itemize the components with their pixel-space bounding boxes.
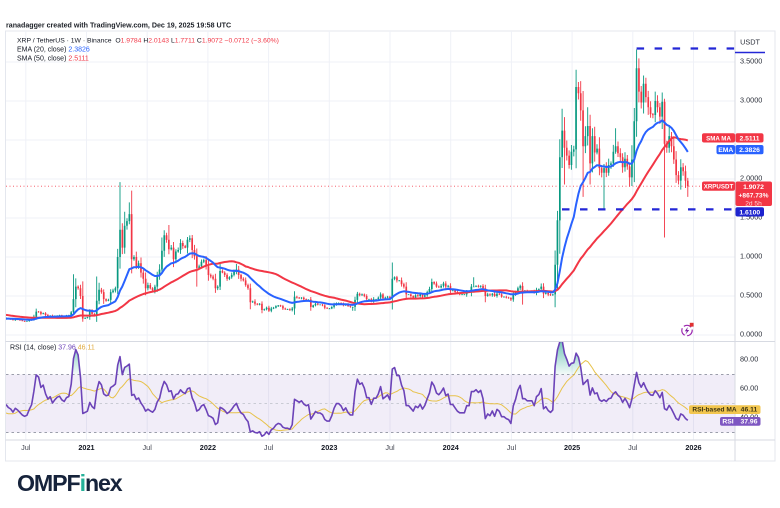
svg-text:Jul: Jul [143, 443, 153, 452]
svg-text:SMA (50, close) 2.5111: SMA (50, close) 2.5111 [17, 56, 89, 63]
svg-text:EMA: EMA [718, 147, 733, 154]
svg-text:RSI: RSI [722, 418, 733, 425]
svg-text:2.3826: 2.3826 [739, 147, 760, 154]
svg-text:37.96: 37.96 [740, 418, 757, 425]
svg-text:1.6100: 1.6100 [739, 210, 760, 217]
svg-text:2021: 2021 [78, 443, 94, 452]
svg-text:3.5000: 3.5000 [740, 57, 762, 66]
svg-text:XRPUSDT: XRPUSDT [704, 184, 734, 191]
svg-text:0.5000: 0.5000 [740, 291, 762, 300]
svg-text:Jul: Jul [264, 443, 274, 452]
svg-text:+867.73%: +867.73% [739, 193, 769, 200]
svg-text:2023: 2023 [321, 443, 337, 452]
svg-text:2026: 2026 [685, 443, 701, 452]
svg-text:SMA MA: SMA MA [706, 136, 731, 143]
svg-text:1.5000: 1.5000 [740, 213, 762, 222]
svg-text:1.9072: 1.9072 [743, 184, 764, 191]
svg-text:60.00: 60.00 [740, 384, 758, 393]
svg-text:1.0000: 1.0000 [740, 252, 762, 261]
svg-text:2022: 2022 [200, 443, 216, 452]
svg-text:2025: 2025 [564, 443, 580, 452]
svg-text:2d 5h: 2d 5h [745, 200, 762, 207]
svg-text:Jul: Jul [507, 443, 517, 452]
svg-text:RSI (14, close) 37.96 46.11: RSI (14, close) 37.96 46.11 [10, 345, 95, 352]
svg-text:2.5111: 2.5111 [739, 136, 759, 143]
svg-text:46.11: 46.11 [741, 407, 758, 414]
svg-text:80.00: 80.00 [740, 355, 758, 364]
svg-text:ranadagger created with Tradin: ranadagger created with TradingView.com,… [6, 22, 231, 30]
svg-text:USDT: USDT [740, 38, 760, 47]
svg-text:0.0000: 0.0000 [740, 330, 762, 339]
svg-text:Jul: Jul [385, 443, 395, 452]
svg-text:2.0000: 2.0000 [740, 174, 762, 183]
svg-text:XRP / TetherUS · 1W · Binance: XRP / TetherUS · 1W · Binance O1.9784 H2… [17, 38, 279, 45]
svg-text:EMA (20, close) 2.3826: EMA (20, close) 2.3826 [17, 47, 90, 54]
svg-text:2024: 2024 [443, 443, 460, 452]
svg-text:Jul: Jul [628, 443, 638, 452]
svg-text:RSI-based MA: RSI-based MA [692, 407, 737, 414]
svg-text:3.0000: 3.0000 [740, 96, 762, 105]
svg-text:Jul: Jul [21, 443, 31, 452]
svg-text:OMPFinex: OMPFinex [17, 470, 123, 496]
